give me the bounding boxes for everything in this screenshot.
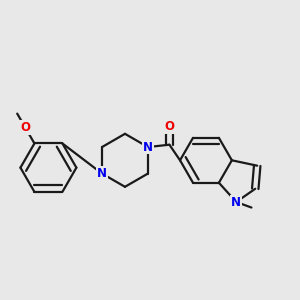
Text: O: O	[164, 120, 174, 133]
Text: N: N	[231, 196, 241, 208]
Text: N: N	[143, 141, 153, 154]
Text: O: O	[20, 121, 30, 134]
Text: N: N	[97, 167, 107, 180]
